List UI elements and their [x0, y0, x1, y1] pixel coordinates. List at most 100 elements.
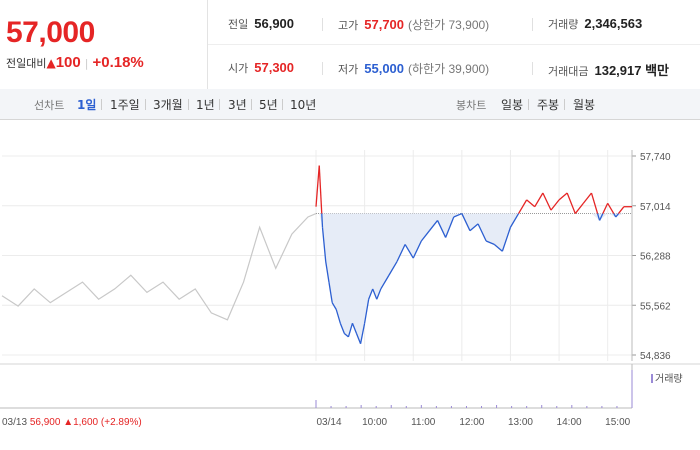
stat-label: 저가	[338, 63, 359, 76]
tab-1-day[interactable]: 1일	[77, 98, 97, 112]
volume-bar	[556, 406, 558, 408]
price-lines	[1, 165, 632, 345]
volume-bar	[481, 406, 483, 408]
y-tick-label: 57,740	[640, 152, 671, 163]
divider	[532, 18, 533, 31]
stat-label: 전일	[228, 18, 249, 31]
volume-bar	[511, 406, 513, 408]
volume-bar	[435, 406, 437, 408]
series-line-segment	[363, 299, 370, 324]
stat-value: 55,000	[364, 61, 405, 76]
series-line-segment	[351, 322, 358, 334]
current-price: 57,000	[6, 16, 95, 49]
series-line-segment	[566, 192, 576, 214]
volume-bar	[601, 406, 603, 408]
x-tick-label: 15:00	[605, 417, 630, 428]
change-label: 전일대비	[6, 57, 47, 70]
tab-monthly-candle[interactable]: 월봉	[573, 98, 596, 112]
series-line-segment	[582, 192, 592, 204]
y-tick-label: 56,288	[640, 252, 671, 263]
below-reference-fill	[316, 213, 632, 344]
volume-bar	[345, 406, 347, 408]
tab-daily-candle[interactable]: 일봉	[501, 98, 524, 112]
line-chart-caption: 선차트	[34, 99, 65, 112]
prev-day-info: 03/13 56,900 ▲1,600 (+2.89%)	[2, 417, 142, 428]
series-line-segment	[534, 192, 544, 208]
prev-day-date: 03/13	[2, 417, 27, 428]
series-line-segment	[355, 333, 362, 345]
divider	[528, 99, 529, 110]
stat-label: 고가	[338, 19, 359, 32]
volume-bar	[616, 406, 618, 408]
stat-amount: 거래대금 132,917 백만	[548, 60, 669, 79]
series-line-segment	[380, 274, 390, 290]
x-axis: 03/14 10:00 11:00 12:00 13:00 14:00 15:0…	[316, 417, 630, 428]
series-line-segment	[602, 203, 609, 214]
stat-value: 56,900	[254, 16, 295, 31]
series-line-segment	[493, 243, 503, 252]
volume-bar	[360, 405, 362, 408]
up-arrow-icon: ▲	[63, 417, 73, 428]
series-line-segment	[518, 199, 528, 214]
series-line-prev-day	[1, 213, 317, 321]
series-line-segment	[328, 281, 333, 303]
change-percent: +0.18%	[92, 54, 144, 71]
series-line-segment	[461, 213, 471, 231]
x-tick-label: 14:00	[557, 417, 582, 428]
series-line-segment	[501, 227, 512, 252]
series-line-segment	[509, 213, 520, 228]
volume-legend-swatch	[651, 374, 653, 383]
stat-value: 132,917 백만	[594, 63, 670, 78]
stat-limit: (하한가 39,900)	[408, 62, 490, 76]
stat-open: 시가 57,300	[228, 60, 294, 76]
tab-10-year[interactable]: 10년	[290, 98, 317, 112]
stat-prev-close: 전일 56,900	[228, 16, 294, 32]
period-tab-bar: 선차트 1일 1주일 3개월 1년 3년 5년 10년 봉차트 일봉 주봉 월봉	[0, 89, 700, 120]
divider: |	[84, 57, 89, 70]
volume-bar	[526, 406, 528, 408]
series-line-segment	[412, 240, 422, 259]
tab-1-week[interactable]: 1주일	[110, 98, 140, 112]
series-line-segment	[477, 223, 487, 242]
stat-label: 거래대금	[548, 65, 589, 78]
series-line-segment	[558, 192, 568, 201]
volume-panel	[315, 370, 633, 408]
series-line-segment	[453, 212, 463, 218]
volume-bar	[405, 406, 407, 408]
series-line-segment	[339, 322, 345, 334]
series-line-segment	[574, 202, 584, 214]
y-axis: 57,740 57,014 56,288 55,562 54,836	[640, 152, 671, 362]
prev-day-change: 1,600	[73, 417, 98, 428]
series-line-segment	[617, 206, 625, 214]
y-tick-label: 55,562	[640, 301, 671, 312]
candle-chart-caption: 봉차트	[456, 99, 487, 112]
divider	[101, 99, 102, 110]
below-reference-area	[316, 213, 632, 344]
x-tick-label: 03/14	[316, 417, 341, 428]
tab-3-year[interactable]: 3년	[228, 98, 247, 112]
tab-5-year[interactable]: 5년	[259, 98, 278, 112]
volume-bar	[420, 405, 422, 408]
divider	[532, 62, 533, 75]
divider	[145, 99, 146, 110]
series-line-segment	[359, 323, 366, 344]
x-tick-label: 12:00	[459, 417, 484, 428]
series-line-segment	[420, 230, 430, 242]
tab-weekly-candle[interactable]: 주봉	[537, 98, 560, 112]
tab-1-year[interactable]: 1년	[196, 98, 215, 112]
volume-legend: 거래량	[655, 373, 683, 385]
volume-bar	[496, 405, 498, 408]
series-line-segment	[318, 165, 323, 214]
series-line-segment	[368, 288, 374, 300]
volume-bar	[390, 405, 392, 408]
volume-bar	[541, 405, 543, 408]
divider	[188, 99, 189, 110]
tab-3-month[interactable]: 3개월	[153, 98, 183, 112]
stat-label: 시가	[228, 62, 249, 75]
series-line-segment	[469, 223, 479, 232]
volume-bar	[571, 405, 573, 408]
y-tick-label: 57,014	[640, 202, 671, 213]
price-summary: 57,000 전일대비▲100 | +0.18% 전일 56,900 고가 57,700…	[0, 0, 700, 90]
stat-value: 2,346,563	[584, 16, 643, 31]
